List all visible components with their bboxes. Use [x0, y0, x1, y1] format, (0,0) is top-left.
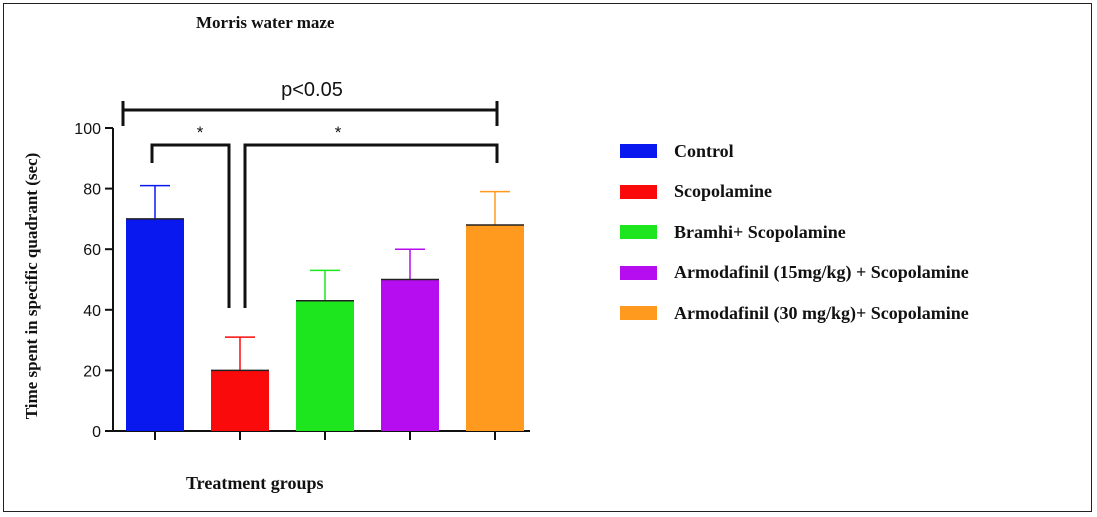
legend-label: Armodafinil (15mg/kg) + Scopolamine — [674, 262, 969, 282]
y-tick-label: 100 — [74, 121, 101, 138]
y-tick-label: 20 — [83, 363, 101, 380]
legend-swatch — [620, 184, 657, 199]
y-tick-label: 40 — [83, 303, 101, 320]
chart-title: Morris water maze — [196, 13, 335, 32]
chart-frame — [3, 3, 1092, 512]
legend-label: Bramhi+ Scopolamine — [674, 221, 846, 242]
legend-item-armodafinil-15: Armodafinil (15mg/kg) + Scopolamine — [620, 259, 969, 287]
bar-4 — [381, 279, 439, 431]
overall-significance-label: p<0.05 — [281, 79, 343, 101]
legend-label: Control — [674, 140, 734, 161]
legend-swatch — [620, 306, 657, 320]
legend-swatch — [620, 265, 657, 280]
bracket-control-vs-scopolamine — [150, 143, 231, 308]
legend-swatch — [620, 144, 657, 158]
bar-3 — [296, 300, 354, 431]
bar-5 — [466, 224, 524, 431]
significance-star-2: * — [335, 123, 342, 142]
legend: Control Scopolamine Bramhi+ Scopolamine … — [620, 137, 969, 340]
x-axis-label: Treatment groups — [186, 473, 324, 493]
legend-label: Scopolamine — [674, 181, 773, 201]
legend-item-control: Control — [620, 137, 969, 165]
bar-2 — [211, 370, 269, 431]
legend-label: Armodafinil (30 mg/kg)+ Scopolamine — [674, 302, 969, 323]
legend-item-armodafinil-30: Armodafinil (30 mg/kg)+ Scopolamine — [620, 299, 969, 327]
y-tick-label: 80 — [83, 182, 101, 199]
bracket-scopolamine-vs-armodafinil30 — [243, 143, 499, 308]
legend-item-scopolamine: Scopolamine — [620, 178, 969, 206]
y-tick-label: 60 — [83, 242, 101, 259]
legend-swatch — [620, 225, 657, 239]
bar-1 — [126, 218, 184, 431]
y-tick-label: 0 — [92, 424, 101, 441]
legend-item-bramhi: Bramhi+ Scopolamine — [620, 218, 969, 246]
significance-star-1: * — [197, 123, 204, 142]
